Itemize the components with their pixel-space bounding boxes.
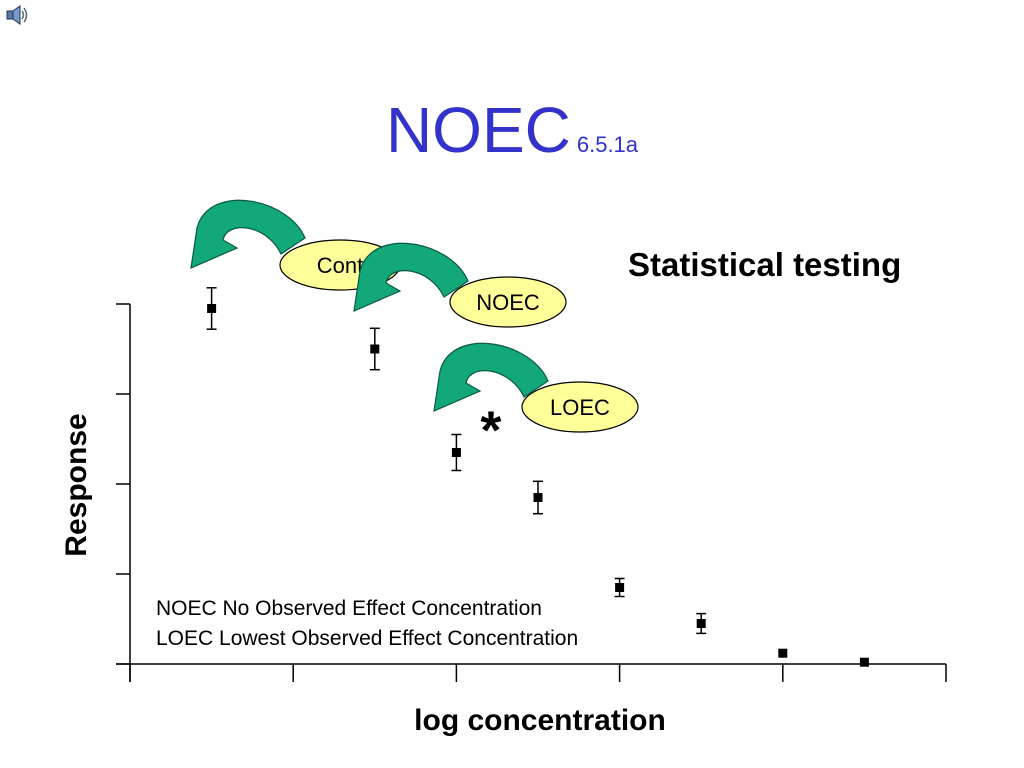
chart-points bbox=[206, 287, 869, 667]
noec-bubble: NOEC bbox=[449, 276, 567, 328]
data-marker bbox=[859, 657, 869, 667]
chart-axes bbox=[116, 303, 947, 682]
data-point bbox=[451, 433, 462, 472]
noec-bubble-shape bbox=[449, 276, 567, 328]
legend-notes: NOEC No Observed Effect Concentration LO… bbox=[156, 594, 578, 654]
data-point bbox=[369, 327, 380, 371]
data-point bbox=[696, 612, 707, 635]
data-point bbox=[778, 648, 788, 658]
noec-bubble-label: NOEC bbox=[476, 290, 540, 315]
speaker-icon[interactable] bbox=[4, 2, 30, 33]
data-marker bbox=[778, 648, 788, 658]
x-axis-label: log concentration bbox=[414, 704, 666, 737]
noec-arrow-icon-shape bbox=[353, 242, 469, 312]
legend-loec-line: LOEC Lowest Observed Effect Concentratio… bbox=[156, 627, 579, 650]
loec-bubble-shape bbox=[521, 381, 639, 433]
data-point bbox=[614, 577, 625, 598]
loec-arrow-icon-shape bbox=[433, 342, 549, 412]
loec-arrow-icon bbox=[433, 342, 549, 412]
data-marker bbox=[533, 493, 543, 502]
control-arrow-icon bbox=[190, 199, 306, 269]
legend-noec-line: NOEC No Observed Effect Concentration bbox=[156, 597, 542, 620]
statistical-testing-heading: Statistical testing bbox=[628, 246, 902, 283]
significance-asterisk: * bbox=[480, 401, 501, 461]
loec-bubble: LOEC bbox=[521, 381, 639, 433]
data-marker bbox=[451, 448, 461, 457]
data-point bbox=[533, 480, 543, 515]
noec-arrow-icon bbox=[353, 242, 469, 312]
data-point bbox=[206, 287, 217, 330]
y-axis-label: Response bbox=[60, 413, 93, 557]
slide-title-main: NOEC bbox=[385, 94, 571, 166]
data-marker bbox=[207, 304, 217, 313]
data-marker bbox=[615, 583, 625, 592]
data-marker bbox=[370, 344, 380, 354]
data-point bbox=[859, 657, 869, 667]
chart-arrows: Cont NOEC LOEC * bbox=[190, 199, 639, 461]
slide-title-suffix: 6.5.1a bbox=[576, 132, 639, 157]
loec-bubble-label: LOEC bbox=[550, 395, 610, 420]
slide-title: NOEC 6.5.1a bbox=[0, 98, 1024, 162]
control-arrow-icon-shape bbox=[190, 199, 306, 269]
control-bubble-label: Cont bbox=[317, 253, 363, 278]
data-marker bbox=[696, 619, 706, 628]
